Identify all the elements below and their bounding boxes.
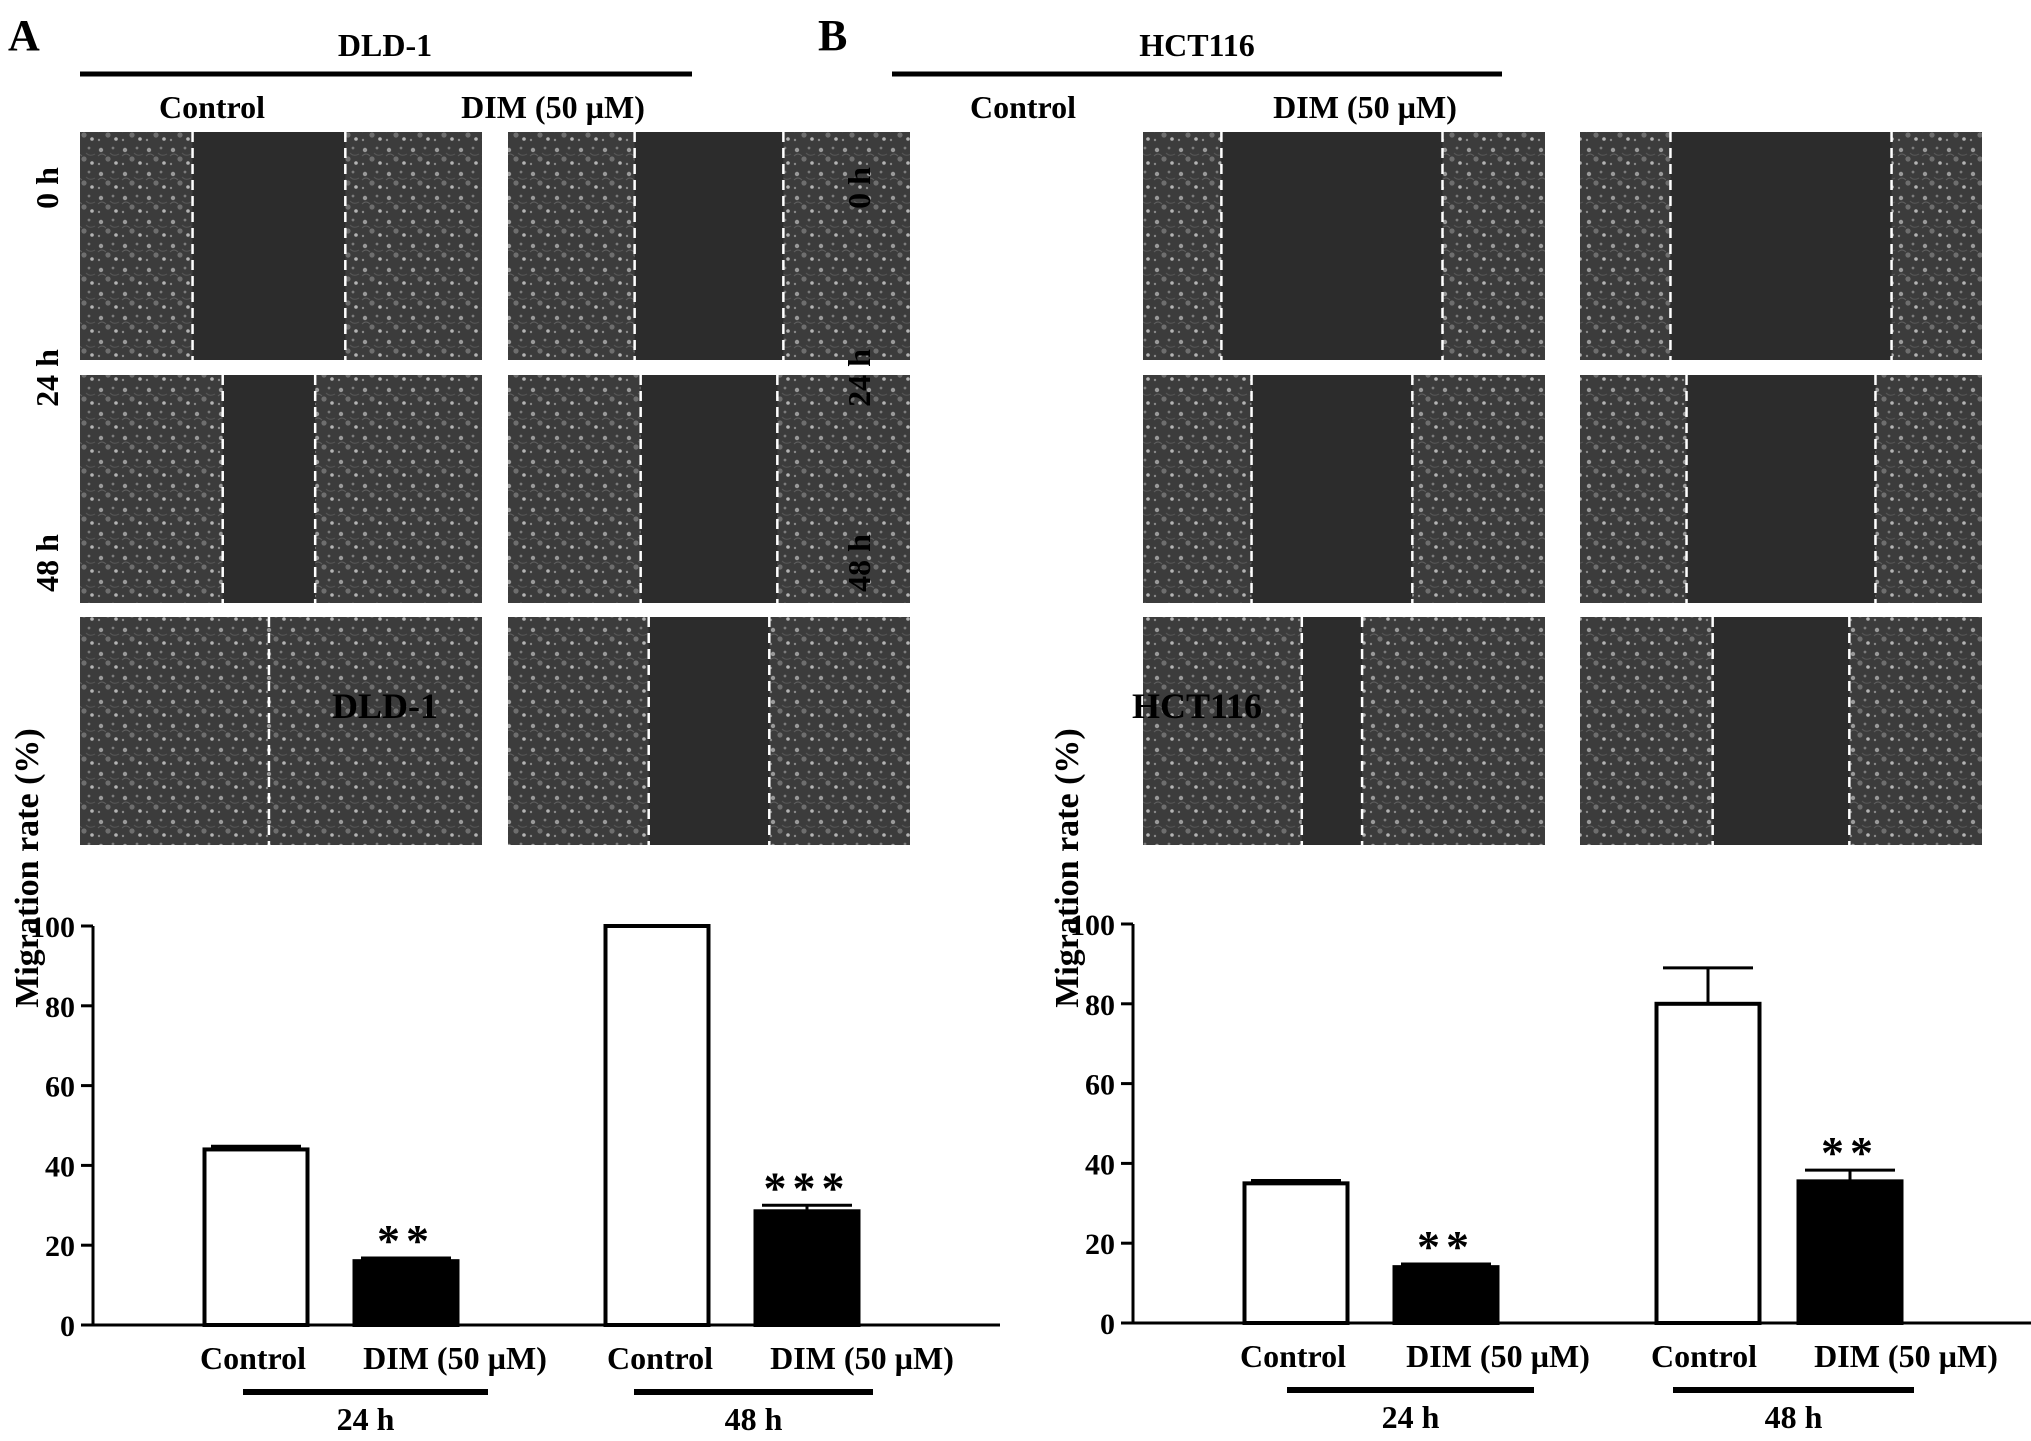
micrograph-24-h-dim [508, 375, 910, 603]
y-tick-label: 60 [45, 1071, 75, 1104]
chart-hct116-title: HCT116 [1132, 686, 1262, 726]
group-label: 24 h [337, 1401, 395, 1437]
micrograph-48-h-dim [508, 617, 910, 845]
panel-b-col-dim: DIM (50 µM) [1273, 89, 1457, 125]
panel-a-letter: A [8, 11, 40, 60]
panel-a-cell-line: DLD-1 [338, 27, 432, 63]
micrograph-48-h-control [1143, 617, 1545, 845]
wound-gap [648, 617, 770, 845]
chart-hct116: HCT116 Migration rate (%) 0 20 40 60 80 100 Co… [1049, 686, 2031, 1435]
panel-a: A DLD-1 Control DIM (50 µM) 0 h 24 h 48 … [8, 11, 910, 845]
panel-a-col-control: Control [159, 89, 265, 125]
panel-b-letter: B [818, 11, 847, 60]
y-tick-label: 60 [1085, 1069, 1115, 1102]
micrograph-0-h-control [80, 132, 482, 360]
y-tick-label: 0 [1100, 1308, 1115, 1341]
y-tick-label: 100 [30, 911, 75, 944]
bar-24-h-control [202, 1147, 310, 1327]
y-tick-label: 20 [1085, 1228, 1115, 1261]
panel-a-micrograph-grid [80, 132, 910, 845]
panel-b-row-48h: 48 h [841, 534, 877, 592]
bar-24-h-dim [352, 1259, 460, 1328]
micrograph-24-h-control [80, 375, 482, 603]
panel-b-row-0h: 0 h [841, 167, 877, 209]
micrograph-24-h-control [1143, 375, 1545, 603]
chart-dld1: DLD-1 Migration rate (%) 0 20 40 60 80 100 Con… [9, 686, 1000, 1437]
bar-48-h-dim [1796, 1179, 1904, 1325]
wound-gap [1221, 132, 1443, 360]
y-tick-label: 40 [45, 1150, 75, 1183]
significance-marker: ** [1821, 1127, 1879, 1178]
significance-marker: *** [764, 1162, 851, 1213]
x-tick-label: DIM (50 µM) [1814, 1338, 1998, 1374]
x-tick-label: DIM (50 µM) [770, 1340, 954, 1376]
x-tick-label: Control [200, 1340, 306, 1376]
panel-b-cell-line: HCT116 [1139, 27, 1255, 63]
bar-24-h-dim [1392, 1265, 1500, 1326]
micrograph-48-h-control [80, 617, 482, 845]
wound-gap [1251, 375, 1413, 603]
panel-a-row-0h: 0 h [29, 167, 65, 209]
micrograph-0-h-control [1143, 132, 1545, 360]
chart-dld1-title: DLD-1 [332, 686, 438, 726]
y-tick-label: 80 [1085, 989, 1115, 1022]
chart-hct116-ylabel: Migration rate (%) [1049, 728, 1086, 1007]
group-label: 48 h [725, 1401, 783, 1437]
significance-marker: ** [377, 1215, 435, 1266]
wound-gap [634, 132, 784, 360]
group-label: 48 h [1765, 1399, 1823, 1435]
panel-b-col-control: Control [970, 89, 1076, 125]
group-label: 24 h [1382, 1399, 1440, 1435]
micrograph-0-h-dim [1580, 132, 1982, 360]
panel-a-col-dim: DIM (50 µM) [461, 89, 645, 125]
bar-48-h-dim [753, 1209, 861, 1328]
panel-b: B HCT116 Control DIM (50 µM) 0 h 24 h 48… [818, 11, 1982, 845]
wound-gap [192, 132, 346, 360]
panel-a-row-24h: 24 h [29, 349, 65, 407]
x-tick-label: Control [1651, 1338, 1757, 1374]
bar-48-h-control [603, 924, 711, 1327]
x-tick-label: Control [1240, 1338, 1346, 1374]
micrograph-0-h-dim [508, 132, 910, 360]
panel-b-micrograph-grid [1143, 132, 1982, 845]
chart-hct116-plot: 0 20 40 60 80 100 Control ** DIM (50 µM) Control *… [1070, 909, 2031, 1435]
wound-gap [1301, 617, 1363, 845]
wound-gap [222, 375, 316, 603]
x-tick-label: DIM (50 µM) [363, 1340, 547, 1376]
wound-gap [1712, 617, 1850, 845]
x-tick-label: Control [607, 1340, 713, 1376]
y-tick-label: 40 [1085, 1148, 1115, 1181]
wound-gap [640, 375, 778, 603]
micrograph-24-h-dim [1580, 375, 1982, 603]
y-tick-label: 80 [45, 991, 75, 1024]
micrograph-48-h-dim [1580, 617, 1982, 845]
chart-dld1-ylabel: Migration rate (%) [9, 728, 46, 1007]
y-tick-label: 100 [1070, 909, 1115, 942]
significance-marker: ** [1417, 1221, 1475, 1272]
bar-48-h-control [1654, 1001, 1762, 1325]
chart-dld1-plot: 0 20 40 60 80 100 Control ** DIM (50 µM) Control *… [30, 911, 1000, 1437]
panel-b-row-24h: 24 h [841, 349, 877, 407]
wound-gap [1686, 375, 1876, 603]
bar-24-h-control [1242, 1181, 1350, 1325]
micrograph-background [80, 617, 482, 845]
y-tick-label: 0 [60, 1310, 75, 1343]
y-tick-label: 20 [45, 1230, 75, 1263]
wound-gap [1670, 132, 1892, 360]
x-tick-label: DIM (50 µM) [1406, 1338, 1590, 1374]
panel-a-row-48h: 48 h [29, 534, 65, 592]
